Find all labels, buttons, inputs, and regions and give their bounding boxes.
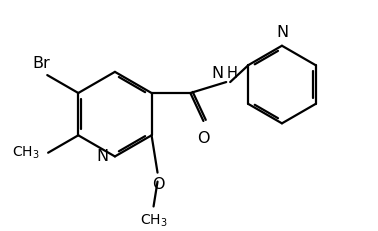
Text: Br: Br <box>33 56 50 71</box>
Text: CH$_3$: CH$_3$ <box>140 212 167 228</box>
Text: H: H <box>227 65 238 80</box>
Text: N: N <box>96 148 108 163</box>
Text: N: N <box>276 25 288 40</box>
Text: CH$_3$: CH$_3$ <box>12 144 39 160</box>
Text: O: O <box>197 130 210 145</box>
Text: N: N <box>212 65 224 80</box>
Text: O: O <box>152 176 165 191</box>
